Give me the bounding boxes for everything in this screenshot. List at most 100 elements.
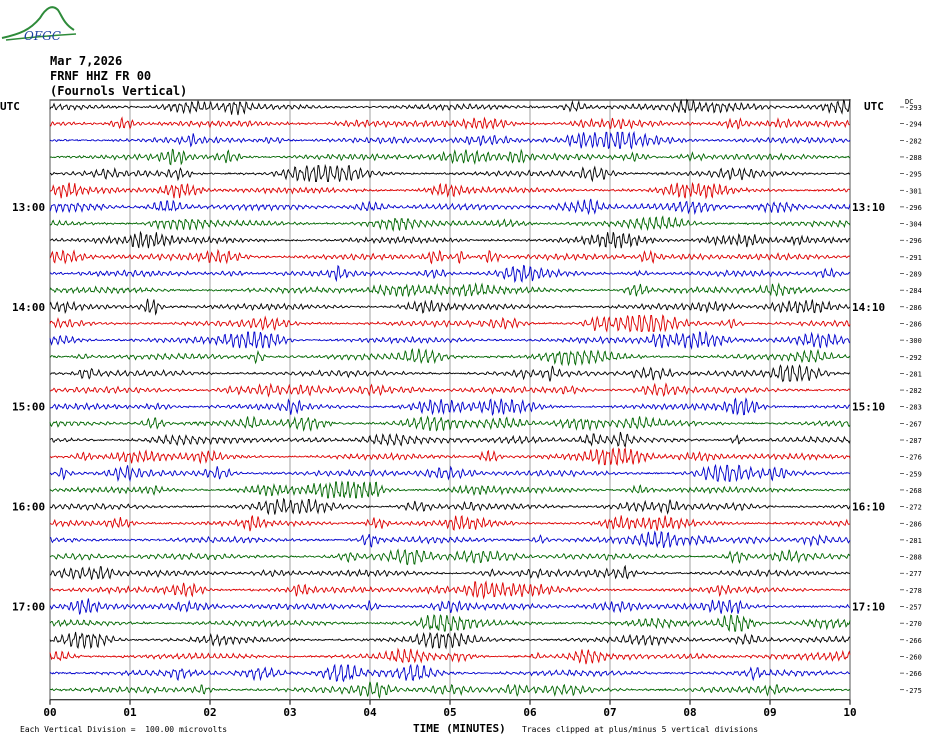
hour-label-right: 17:10 (852, 601, 885, 614)
dc-offset-label: -284 (905, 287, 922, 295)
header-location: (Fournols Vertical) (50, 84, 188, 98)
x-axis-title: TIME (MINUTES) (413, 722, 506, 735)
seismic-trace (49, 415, 851, 432)
axis-labels: UTC UTC DC TIME (MINUTES) 00 01 02 03 04 05 06… (0, 98, 922, 735)
seismic-trace (49, 248, 851, 265)
x-tick-label: 00 (43, 706, 56, 719)
dc-offset-label: -260 (905, 653, 922, 661)
dc-offset-label: -291 (905, 254, 922, 262)
dc-offset-label: -257 (905, 604, 922, 612)
seismic-trace (49, 98, 851, 116)
seismic-trace (49, 397, 851, 417)
seismic-trace (49, 514, 851, 532)
seismic-trace (49, 130, 851, 150)
hour-label-right: 16:10 (852, 501, 885, 514)
x-tick-label: 03 (283, 706, 296, 719)
header-station: FRNF HHZ FR 00 (50, 69, 152, 83)
dc-offset-label: -296 (905, 204, 922, 212)
seismic-trace (49, 530, 851, 549)
seismic-trace (49, 264, 851, 283)
seismic-trace (49, 181, 851, 200)
seismic-trace (49, 663, 851, 683)
dc-offset-label: -286 (905, 320, 922, 328)
seismic-trace (49, 348, 851, 367)
seismic-trace (49, 564, 851, 581)
hour-label-left: 17:00 (12, 601, 45, 614)
x-tick-label: 09 (763, 706, 776, 719)
seismic-trace (49, 480, 851, 499)
dc-offset-label: -281 (905, 537, 922, 545)
seismic-trace (49, 363, 851, 383)
dc-offset-label: -286 (905, 520, 922, 528)
dc-offset-label: -267 (905, 420, 922, 428)
dc-offset-label: -287 (905, 437, 922, 445)
logo-mountain-icon (1, 6, 75, 39)
dc-offset-label: -282 (905, 137, 922, 145)
dc-offset-label: -276 (905, 454, 922, 462)
dc-offset-label: -301 (905, 187, 922, 195)
seismic-trace (49, 215, 851, 232)
utc-label-right: UTC (864, 100, 884, 113)
x-tick-label: 04 (363, 706, 377, 719)
seismic-trace (49, 148, 851, 166)
dc-label: DC (905, 98, 913, 106)
dc-offset-label: -300 (905, 337, 922, 345)
seismic-trace (49, 330, 851, 350)
dc-offset-label: -289 (905, 271, 922, 279)
dc-offset-label: -268 (905, 487, 922, 495)
hour-label-left: 15:00 (12, 401, 45, 414)
x-tick-label: 02 (203, 706, 216, 719)
x-tick-label: 01 (123, 706, 137, 719)
seismic-trace (49, 598, 851, 615)
logo-text: OFGC (24, 29, 61, 43)
seismic-trace (49, 382, 851, 398)
dc-offset-label: -282 (905, 387, 922, 395)
dc-offset-label: -278 (905, 587, 922, 595)
dc-offset-label: -281 (905, 370, 922, 378)
hour-label-right: 14:10 (852, 301, 885, 314)
seismic-trace (49, 631, 851, 650)
dc-offset-label: -292 (905, 354, 922, 362)
hour-label-right: 13:10 (852, 201, 885, 214)
dc-offset-label: -304 (905, 221, 922, 229)
x-tick-label: 05 (443, 706, 456, 719)
seismic-trace (49, 548, 851, 566)
seismic-trace (49, 230, 851, 249)
scale-note: Each Vertical Division = 100.00 microvol… (20, 725, 228, 734)
clip-note: Traces clipped at plus/minus 5 vertical … (522, 725, 759, 734)
ofgc-logo: OFGC (1, 6, 77, 43)
grid-lines (49, 99, 904, 705)
seismic-trace (49, 580, 851, 600)
x-tick-label: 07 (603, 706, 616, 719)
hour-label-right: 15:10 (852, 401, 885, 414)
hour-label-left: 13:00 (12, 201, 45, 214)
hour-label-left: 14:00 (12, 301, 45, 314)
dc-offset-label: -296 (905, 237, 922, 245)
x-tick-label: 08 (683, 706, 696, 719)
dc-offset-label: -270 (905, 620, 922, 628)
dc-offset-label: -272 (905, 504, 922, 512)
dc-offset-label: -266 (905, 637, 922, 645)
seismic-traces (49, 98, 851, 700)
seismic-trace (49, 198, 851, 216)
seismic-trace (49, 298, 851, 316)
hour-label-left: 16:00 (12, 501, 45, 514)
utc-label-left: UTC (0, 100, 20, 113)
seismic-trace (49, 116, 851, 130)
x-tick-label: 10 (843, 706, 856, 719)
seismic-trace (49, 463, 851, 483)
dc-offset-label: -288 (905, 554, 922, 562)
dc-offset-label: -277 (905, 570, 922, 578)
seismic-trace (49, 447, 851, 466)
seismic-trace (49, 497, 851, 516)
x-tick-label: 06 (523, 706, 537, 719)
seismic-trace (49, 647, 851, 665)
seismic-trace (49, 314, 851, 333)
seismic-trace (49, 163, 851, 183)
dc-offset-label: -266 (905, 670, 922, 678)
seismic-trace (49, 681, 851, 700)
seismic-trace (49, 282, 851, 298)
dc-offset-label: -275 (905, 687, 922, 695)
dc-offset-label: -259 (905, 470, 922, 478)
